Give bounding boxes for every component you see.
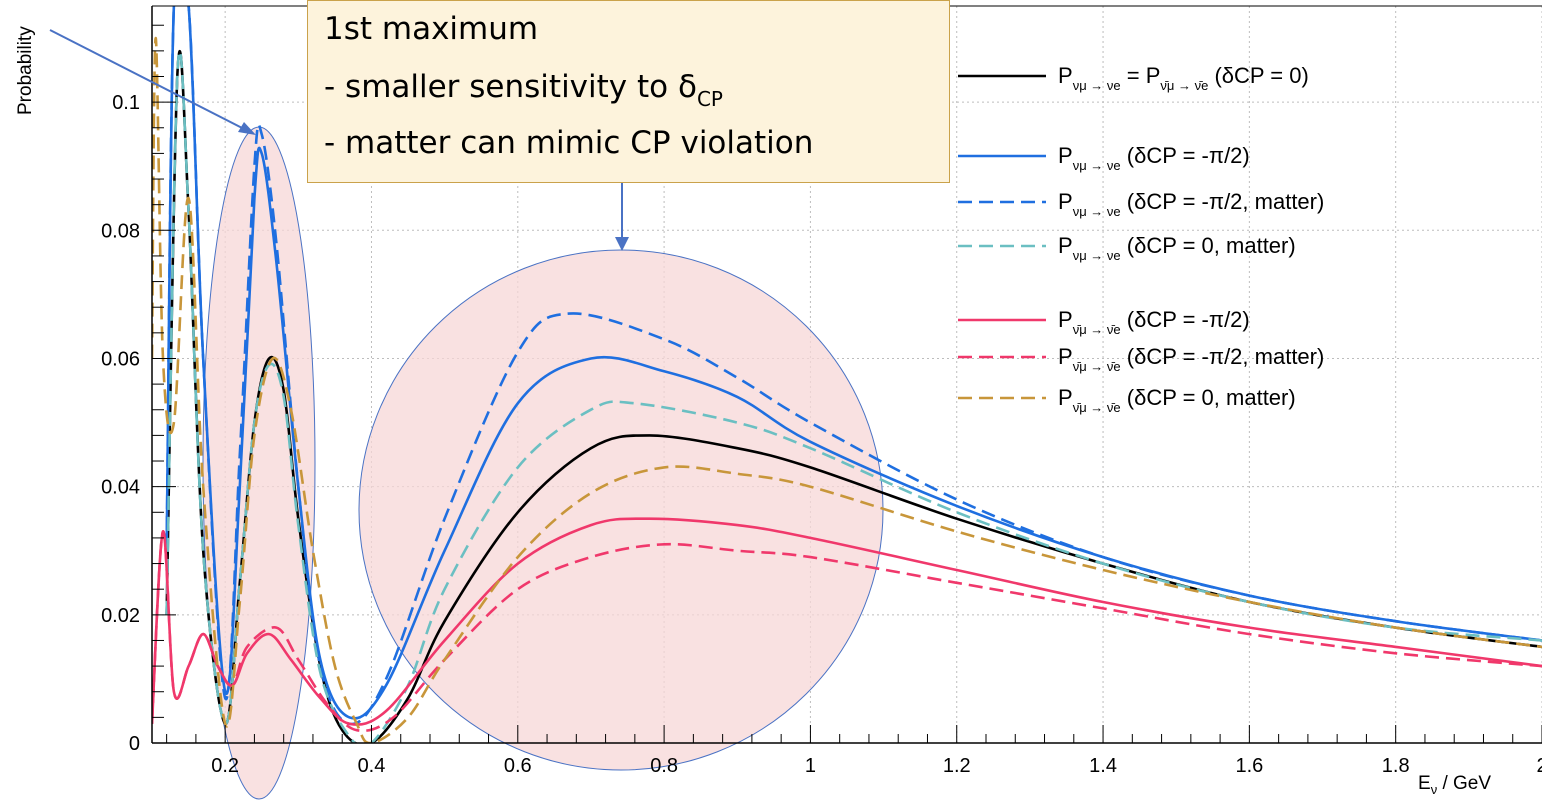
annotation-line-1: 1st maximum [324, 11, 539, 47]
x-tick-label: 0.4 [358, 755, 386, 777]
x-tick-label: 0.2 [211, 755, 239, 777]
y-axis-label: Probability [15, 26, 36, 115]
annotation-box: 1st maximum - smaller sensitivity to δCP… [307, 0, 950, 183]
arrowhead-icon [615, 237, 629, 251]
legend-entry-s5: Pν̄μ → ν̄e (δCP = -π/2) [1058, 307, 1250, 337]
y-tick-label: 0.08 [101, 220, 140, 242]
y-tick-label: 0 [129, 733, 140, 755]
x-tick-label: 0.8 [650, 755, 678, 777]
legend: Pνμ → νe = Pν̄μ → ν̄e (δCP = 0) Pνμ → νe … [958, 63, 1324, 415]
x-tick-label: 1 [805, 755, 816, 777]
legend-entry-s1: Pνμ → νe = Pν̄μ → ν̄e (δCP = 0) [1058, 63, 1309, 93]
x-tick-label: 0.6 [504, 755, 532, 777]
first-maximum-highlight [358, 249, 884, 771]
x-axis-label: Eν / GeV [1418, 773, 1491, 797]
highlight-regions [202, 126, 884, 800]
legend-entry-s6: Pν̄μ → ν̄e (δCP = -π/2, matter) [1058, 344, 1324, 374]
series-line-s6 [152, 530, 1542, 733]
legend-entry-s2: Pνμ → νe (δCP = -π/2) [1058, 143, 1250, 173]
annotation-line-2: - smaller sensitivity to δCP [324, 69, 723, 111]
y-tick-label: 0.06 [101, 348, 140, 370]
legend-entry-s3: Pνμ → νe (δCP = -π/2, matter) [1058, 189, 1324, 219]
x-tick-label: 2 [1536, 755, 1542, 777]
x-tick-label: 1.4 [1089, 755, 1117, 777]
y-tick-label: 0.04 [101, 477, 140, 499]
y-tick-label: 0.02 [101, 605, 140, 627]
arrowhead-icon [238, 122, 256, 135]
legend-entry-s4: Pνμ → νe (δCP = 0, matter) [1058, 233, 1296, 263]
legend-entry-s7: Pν̄μ → ν̄e (δCP = 0, matter) [1058, 385, 1296, 415]
arrow-to-second-maximum [49, 29, 251, 133]
series-line-s4 [165, 50, 1542, 743]
annotation-arrows [49, 29, 629, 251]
x-tick-label: 1.2 [943, 755, 971, 777]
y-tick-label: 0.1 [112, 92, 140, 114]
x-tick-label: 1.8 [1382, 755, 1410, 777]
series-layer [152, 6, 1542, 743]
annotation-line-3: - matter can mimic CP violation [324, 125, 814, 161]
x-tick-label: 1.6 [1235, 755, 1263, 777]
series-line-s7 [152, 36, 1542, 743]
